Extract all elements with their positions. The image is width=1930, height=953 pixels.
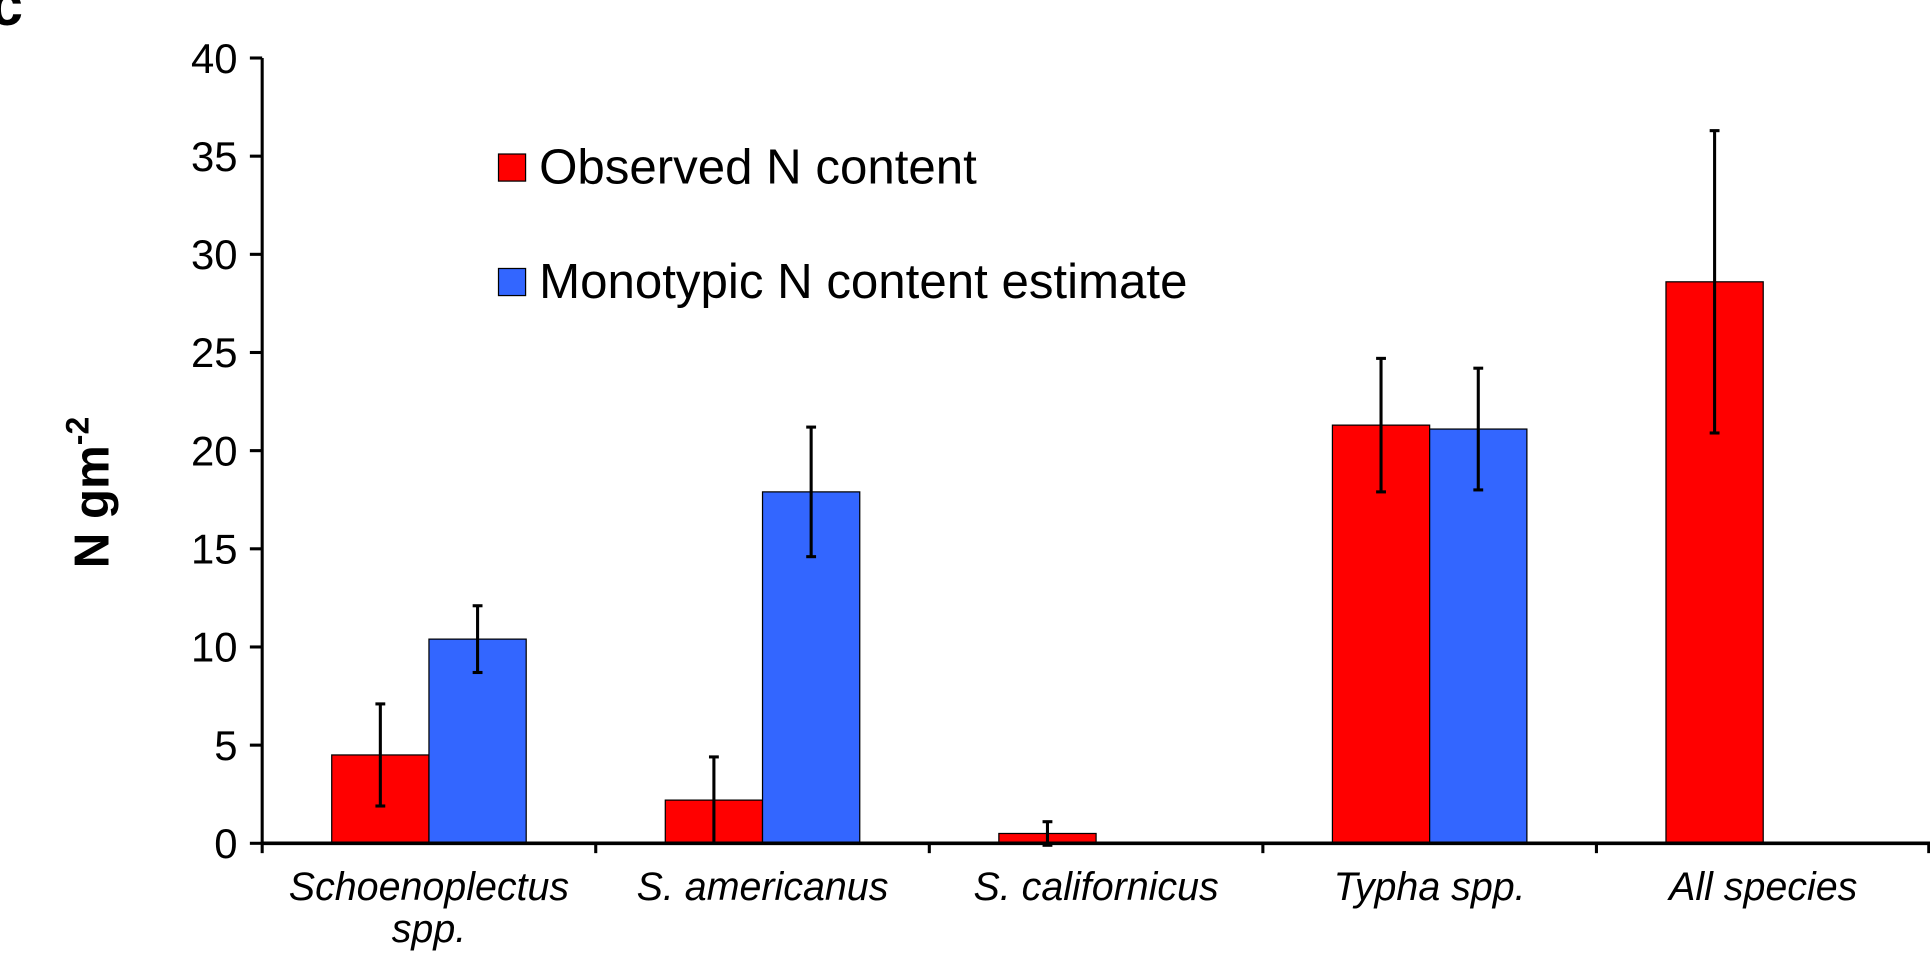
x-tick-label-box: Schoenoplectus spp. (288, 865, 570, 951)
x-tick-label-box: S. californicus (973, 865, 1219, 909)
x-tick-label: Typha spp. (1333, 865, 1526, 909)
y-tick-label: 10 (191, 624, 238, 671)
x-tick-label: Schoenoplectus spp. (288, 865, 570, 951)
y-tick-label: 20 (191, 427, 238, 474)
x-tick-label-box: S. americanus (636, 865, 889, 909)
x-tick-label: All species (1669, 865, 1858, 909)
y-label-superscript: -2 (60, 417, 96, 445)
y-tick-label: 35 (191, 133, 238, 180)
bar (1429, 428, 1528, 844)
y-tick-label: 15 (191, 526, 238, 573)
y-axis-label: N gm-2 (60, 417, 120, 569)
y-tick-label: 0 (214, 820, 237, 867)
x-tick-label-box: All species (1669, 865, 1858, 909)
legend-swatch (497, 153, 527, 182)
legend-label: Monotypic N content estimate (539, 254, 1187, 309)
y-tick-label: 30 (191, 231, 238, 278)
legend-swatch (497, 267, 527, 297)
x-tick-label: S. americanus (636, 865, 889, 909)
panel-label: c (0, 0, 23, 38)
y-tick-label: 25 (191, 329, 238, 376)
y-tick-label: 5 (214, 722, 237, 769)
x-tick-label: S. californicus (973, 865, 1219, 909)
bar (1331, 424, 1431, 844)
y-label-text: N gm (64, 445, 119, 568)
legend-label: Observed N content (539, 140, 977, 195)
x-tick-label-box: Typha spp. (1333, 865, 1526, 909)
y-tick-label: 40 (191, 35, 238, 82)
